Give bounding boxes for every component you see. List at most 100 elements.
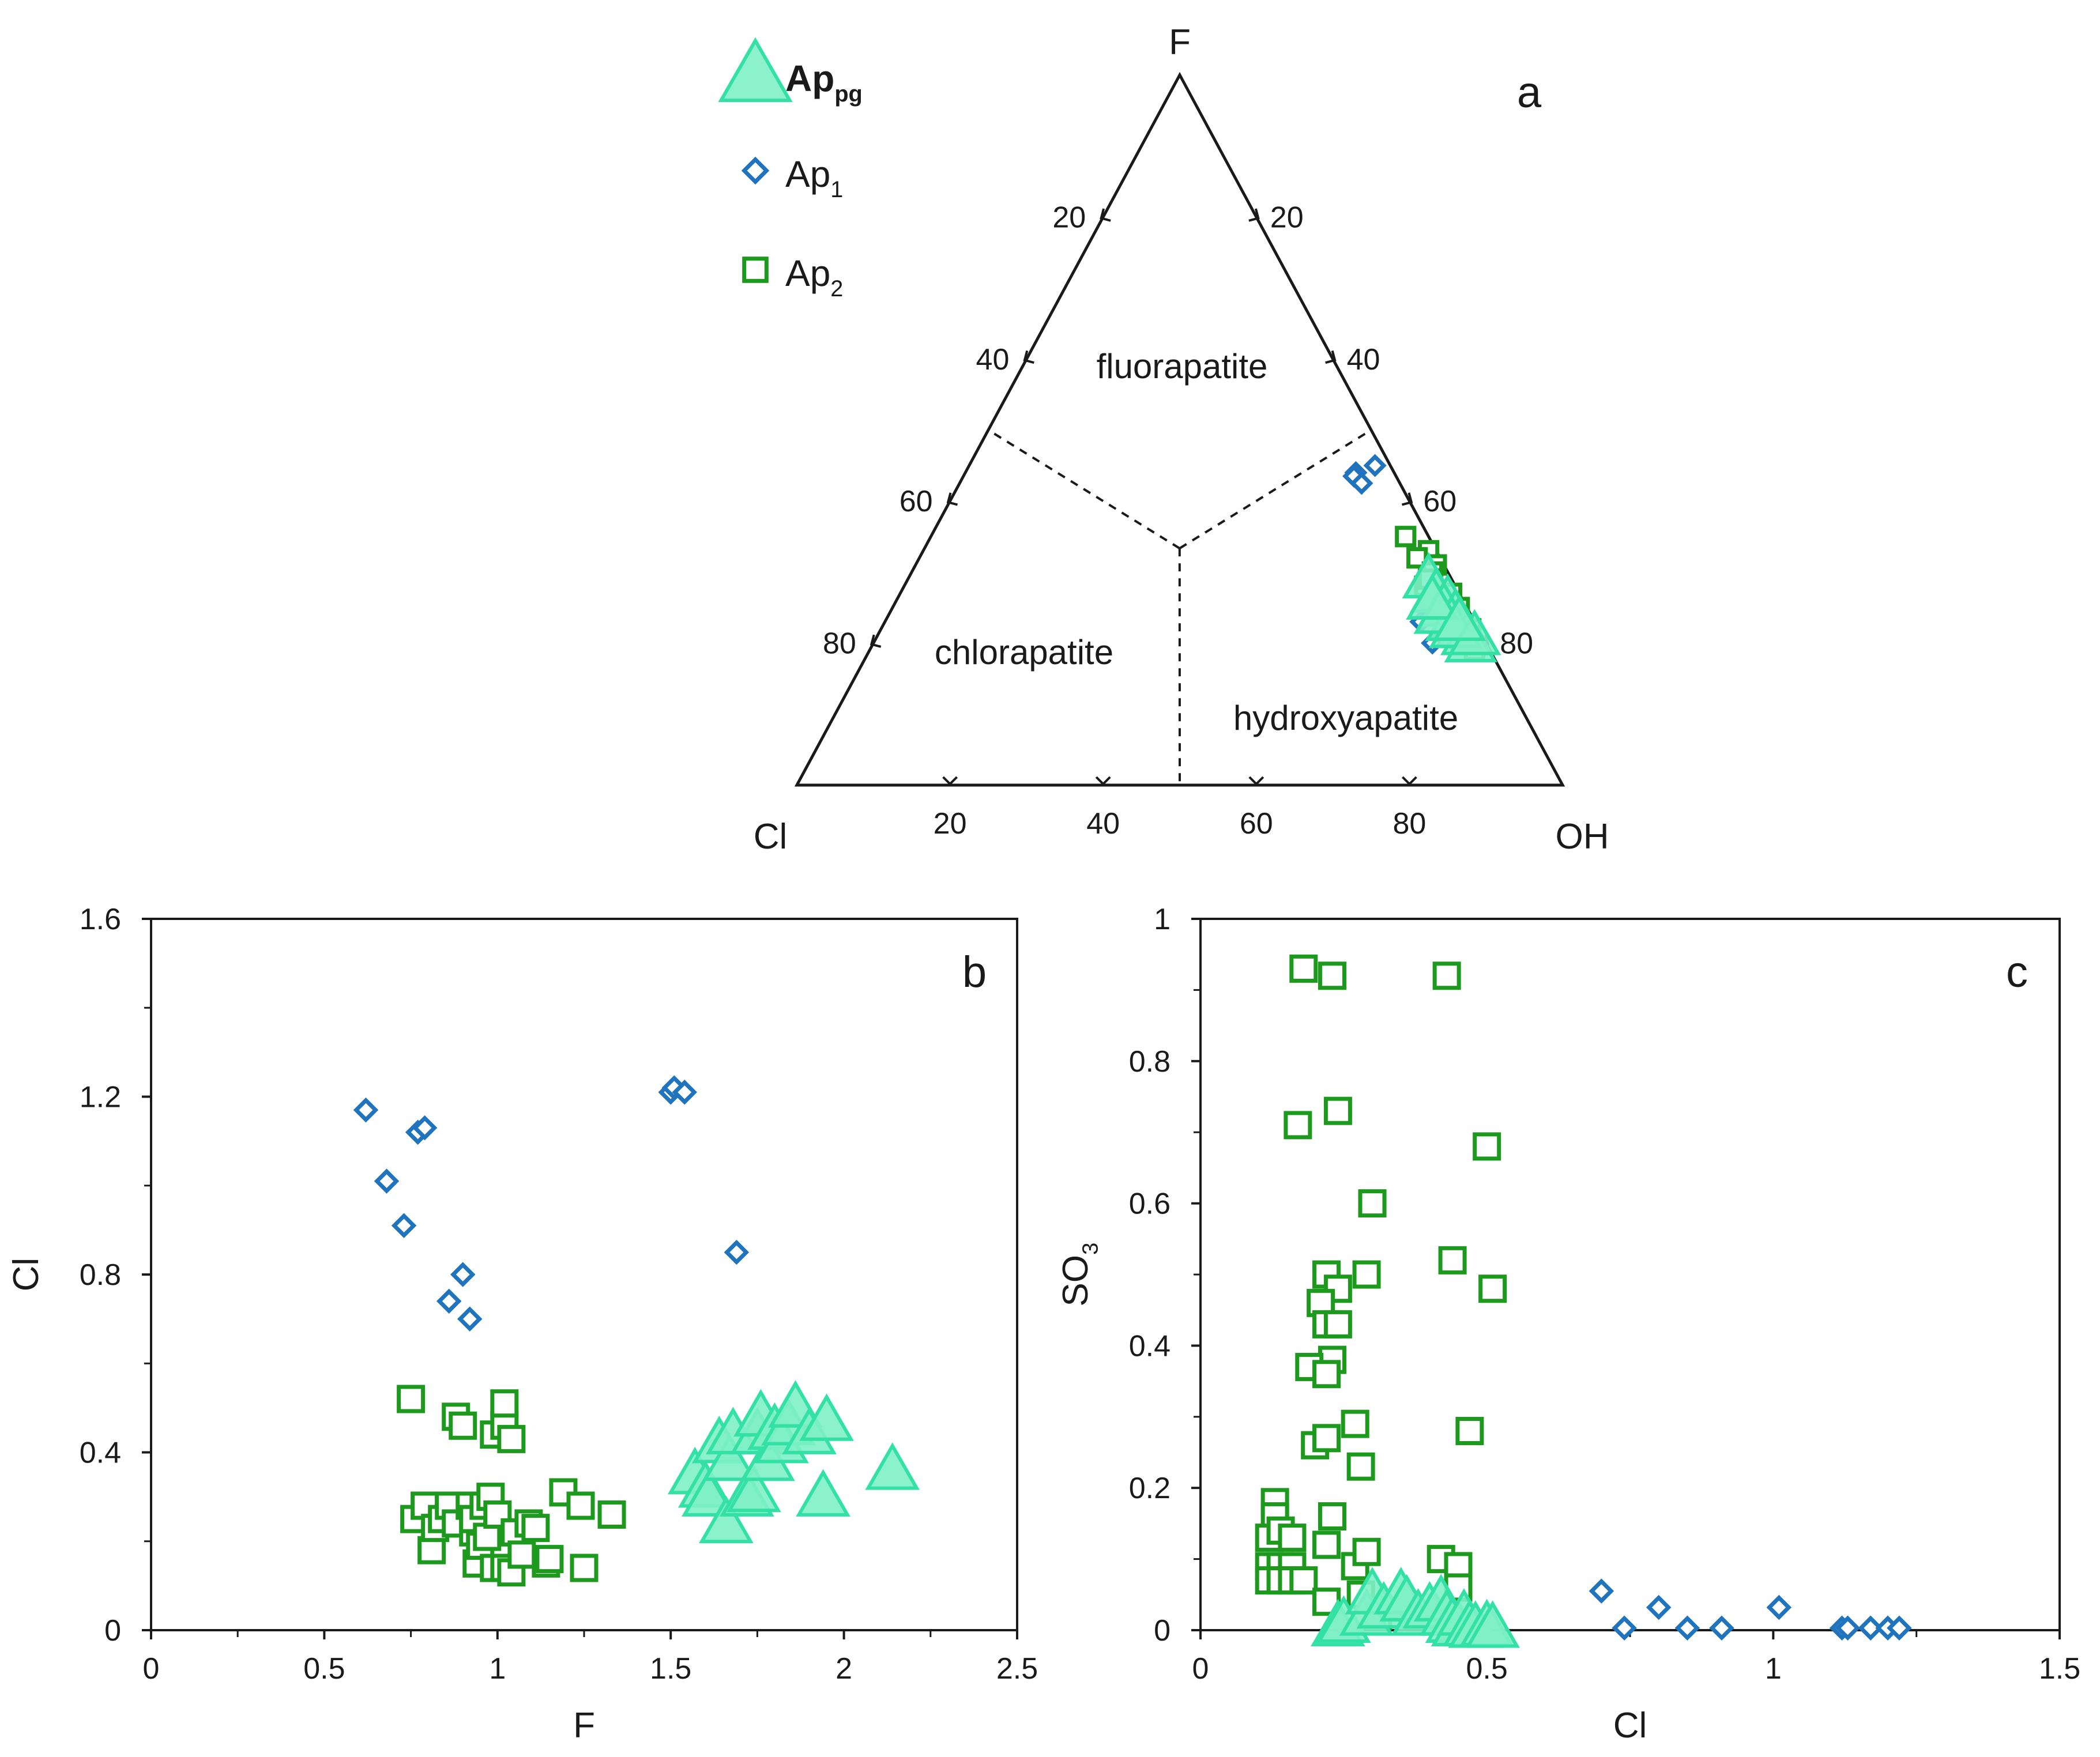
- ternary-tick-bottom-0: [942, 776, 958, 786]
- ternary-tick-bottom-2: [1248, 776, 1264, 786]
- y-tick-label-c-1: 0.2: [1129, 1472, 1171, 1505]
- y-axis-label-c-sub: 3: [1078, 1243, 1102, 1255]
- ternary-region-hydroxyapatite: hydroxyapatite: [1233, 699, 1458, 737]
- series-c-ap1: [1589, 1578, 1912, 1641]
- point-c-ap2-34: [1352, 1537, 1381, 1566]
- ternary-region-fluorapatite: fluorapatite: [1097, 347, 1268, 386]
- ternary-tick-label-right-1: 40: [1347, 343, 1380, 376]
- ternary-vertex-top: F: [1169, 22, 1191, 62]
- series-b-ap2: [397, 1385, 626, 1587]
- point-c-ap2-21: [1312, 1424, 1341, 1453]
- point-c-ap1-8: [1858, 1615, 1883, 1641]
- point-c-ap1-1: [1612, 1615, 1637, 1641]
- point-b-ap_pg-4: [698, 1495, 754, 1544]
- x-tick-label-c-0: 0: [1192, 1652, 1209, 1686]
- x-tick-label-b-2: 1: [489, 1652, 506, 1686]
- point-b-ap1-7: [457, 1306, 483, 1332]
- legend-label-ap_pg-sub: pg: [834, 81, 862, 107]
- series-c-ap_pg: [1311, 1567, 1520, 1648]
- point-c-ap2-38: [1289, 1566, 1318, 1595]
- y-axis-label-c: SO3: [1056, 1243, 1102, 1307]
- ternary-tick-left-3: [1100, 208, 1111, 222]
- point-b-ap2-33: [566, 1491, 595, 1520]
- legend-item-ap1: Ap1: [741, 153, 843, 202]
- y-tick-label-c-4: 0.8: [1129, 1045, 1171, 1079]
- ternary-tick-label-right-0: 20: [1270, 201, 1304, 234]
- point-c-ap2-1: [1318, 962, 1346, 990]
- legend-label-ap2-sub: 2: [830, 276, 843, 301]
- x-tick-label-b-1: 0.5: [303, 1652, 345, 1686]
- ternary-tick-bottom-1: [1095, 776, 1111, 786]
- ternary-tick-label-left-2: 40: [976, 343, 1010, 376]
- ternary-tick-label-right-3: 80: [1500, 627, 1533, 661]
- panel-label-b: b: [962, 948, 987, 997]
- point-b-ap2-5: [490, 1389, 519, 1418]
- point-c-ap2-5: [1473, 1132, 1501, 1161]
- ternary-tick-label-left-0: 80: [823, 627, 856, 661]
- point-c-ap2-3: [1284, 1111, 1312, 1140]
- ternary-region-chlorapatite: chlorapatite: [935, 633, 1113, 672]
- scatter-panel-c: 0 0.5 1 1.5 0 0.2 0.4 0.6 0.8 1 Cl SO3 c: [1056, 903, 2080, 1745]
- point-c-ap2-8: [1438, 1246, 1467, 1275]
- point-b-ap2-29: [521, 1514, 550, 1543]
- legend-label-ap2: Ap2: [785, 252, 843, 301]
- y-tick-label-c-3: 0.6: [1129, 1187, 1171, 1221]
- y-tick-label-b-3: 1.2: [80, 1081, 121, 1114]
- point-c-ap1-5: [1766, 1594, 1792, 1620]
- y-tick-label-c-2: 0.4: [1129, 1329, 1171, 1363]
- legend-item-ap2: Ap2: [742, 252, 843, 301]
- y-tick-label-c-5: 1: [1154, 903, 1171, 936]
- y-axis-label-b: Cl: [6, 1258, 46, 1292]
- ternary-tick-label-bottom-1: 40: [1086, 807, 1120, 840]
- ternary-tick-bottom-3: [1401, 776, 1417, 786]
- x-tick-label-b-0: 0: [143, 1652, 160, 1686]
- x-axis-label-c: Cl: [1613, 1706, 1647, 1745]
- point-b-ap2-31: [535, 1545, 564, 1574]
- ternary-tick-left-0: [870, 634, 882, 648]
- point-c-ap2-17: [1312, 1360, 1341, 1389]
- point-b-ap2-0: [397, 1385, 426, 1413]
- series-b-ap1: [353, 1075, 750, 1332]
- point-c-ap2-27: [1278, 1524, 1307, 1552]
- point-c-ap2-0: [1289, 954, 1318, 983]
- ternary-tick-label-right-2: 60: [1423, 485, 1457, 518]
- ternary-tick-right-2: [1401, 492, 1413, 506]
- point-b-ap_pg-19: [865, 1442, 920, 1490]
- point-c-ap2-28: [1318, 1502, 1346, 1531]
- ternary-tick-label-bottom-3: 80: [1393, 807, 1426, 840]
- point-b-ap_pg-2: [681, 1469, 736, 1517]
- y-tick-label-b-4: 1.6: [80, 903, 121, 936]
- x-tick-label-b-3: 1.5: [650, 1652, 691, 1686]
- point-c-ap2-14: [1323, 1310, 1352, 1339]
- ternary-boundary-0: [987, 429, 1180, 549]
- ternary-tick-left-2: [1023, 350, 1034, 364]
- point-c-ap2-22: [1346, 1452, 1375, 1481]
- point-c-ap2-9: [1478, 1275, 1507, 1303]
- ternary-tick-right-1: [1325, 350, 1337, 364]
- series-c-ap2: [1255, 954, 1507, 1630]
- point-c-ap2-6: [1358, 1189, 1387, 1218]
- y-tick-label-b-0: 0: [104, 1614, 121, 1647]
- legend-marker-ap_pg: [718, 37, 793, 103]
- legend-item-ap_pg: Appg: [718, 37, 863, 107]
- y-tick-label-c-0: 0: [1154, 1614, 1171, 1647]
- x-axis-label-b: F: [573, 1706, 595, 1745]
- point-b-ap2-2: [449, 1411, 477, 1440]
- series-b-ap_pg: [667, 1380, 920, 1544]
- ternary-point-ap2-0: [1395, 526, 1417, 548]
- x-tick-label-b-5: 2.5: [996, 1652, 1038, 1686]
- legend-label-ap1: Ap1: [785, 153, 843, 202]
- point-b-ap1-0: [353, 1097, 379, 1123]
- ternary-series-ap_pg: [1402, 552, 1501, 662]
- point-b-ap2-27: [507, 1540, 536, 1569]
- x-tick-label-c-1: 0.5: [1466, 1652, 1508, 1686]
- legend-marker-ap1: [741, 156, 770, 185]
- point-b-ap_pg-18: [799, 1393, 854, 1441]
- panel-label-c: c: [2006, 948, 2028, 997]
- point-c-ap1-7: [1835, 1615, 1861, 1641]
- x-tick-label-b-4: 2: [836, 1652, 852, 1686]
- point-b-ap_pg-5: [702, 1433, 757, 1481]
- point-c-ap1-3: [1674, 1615, 1700, 1641]
